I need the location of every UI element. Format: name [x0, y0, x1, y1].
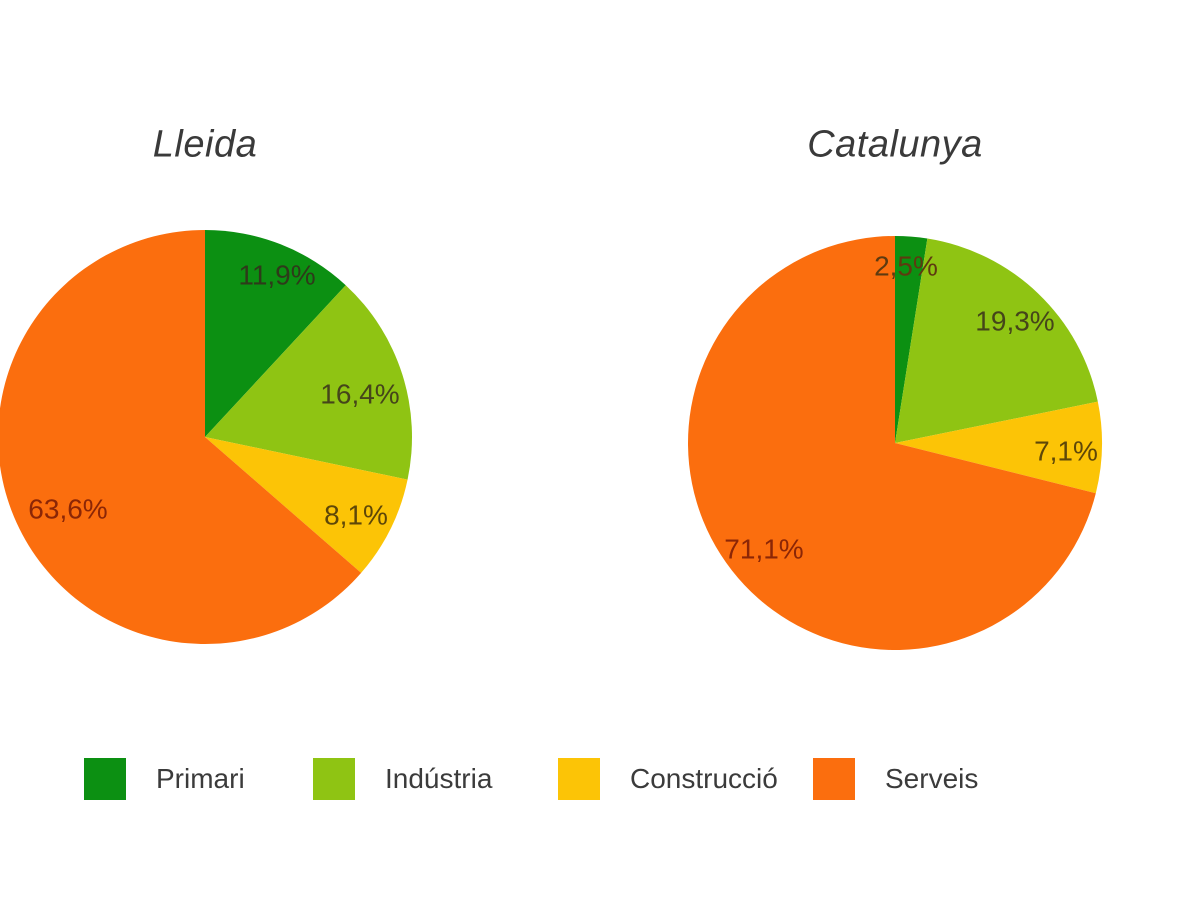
pie-1-slice-1 [895, 238, 1098, 443]
pie-1-label-2: 7,1% [1034, 436, 1098, 467]
pie-0-label-1: 16,4% [320, 379, 399, 410]
pie-1-label-0: 2,5% [874, 251, 938, 282]
pie-0-label-2: 8,1% [324, 500, 388, 531]
pie-1-label-3: 71,1% [724, 534, 803, 565]
pie-0-slice-3 [0, 230, 362, 644]
pie-0-label-3: 63,6% [28, 494, 107, 525]
pie-0-slice-2 [205, 437, 408, 573]
pie-1-slice-0 [895, 236, 928, 443]
pie-title-lleida: Lleida [152, 123, 258, 166]
pie-title-catalunya: Catalunya [807, 123, 983, 166]
pie-1-slice-3 [688, 236, 1096, 651]
pie-1-slice-2 [895, 401, 1103, 494]
pie-0-slice-1 [205, 285, 413, 480]
pie-0-slice-0 [205, 230, 346, 437]
pie-1-label-1: 19,3% [975, 306, 1054, 337]
pie-0-label-0: 11,9% [238, 260, 315, 291]
